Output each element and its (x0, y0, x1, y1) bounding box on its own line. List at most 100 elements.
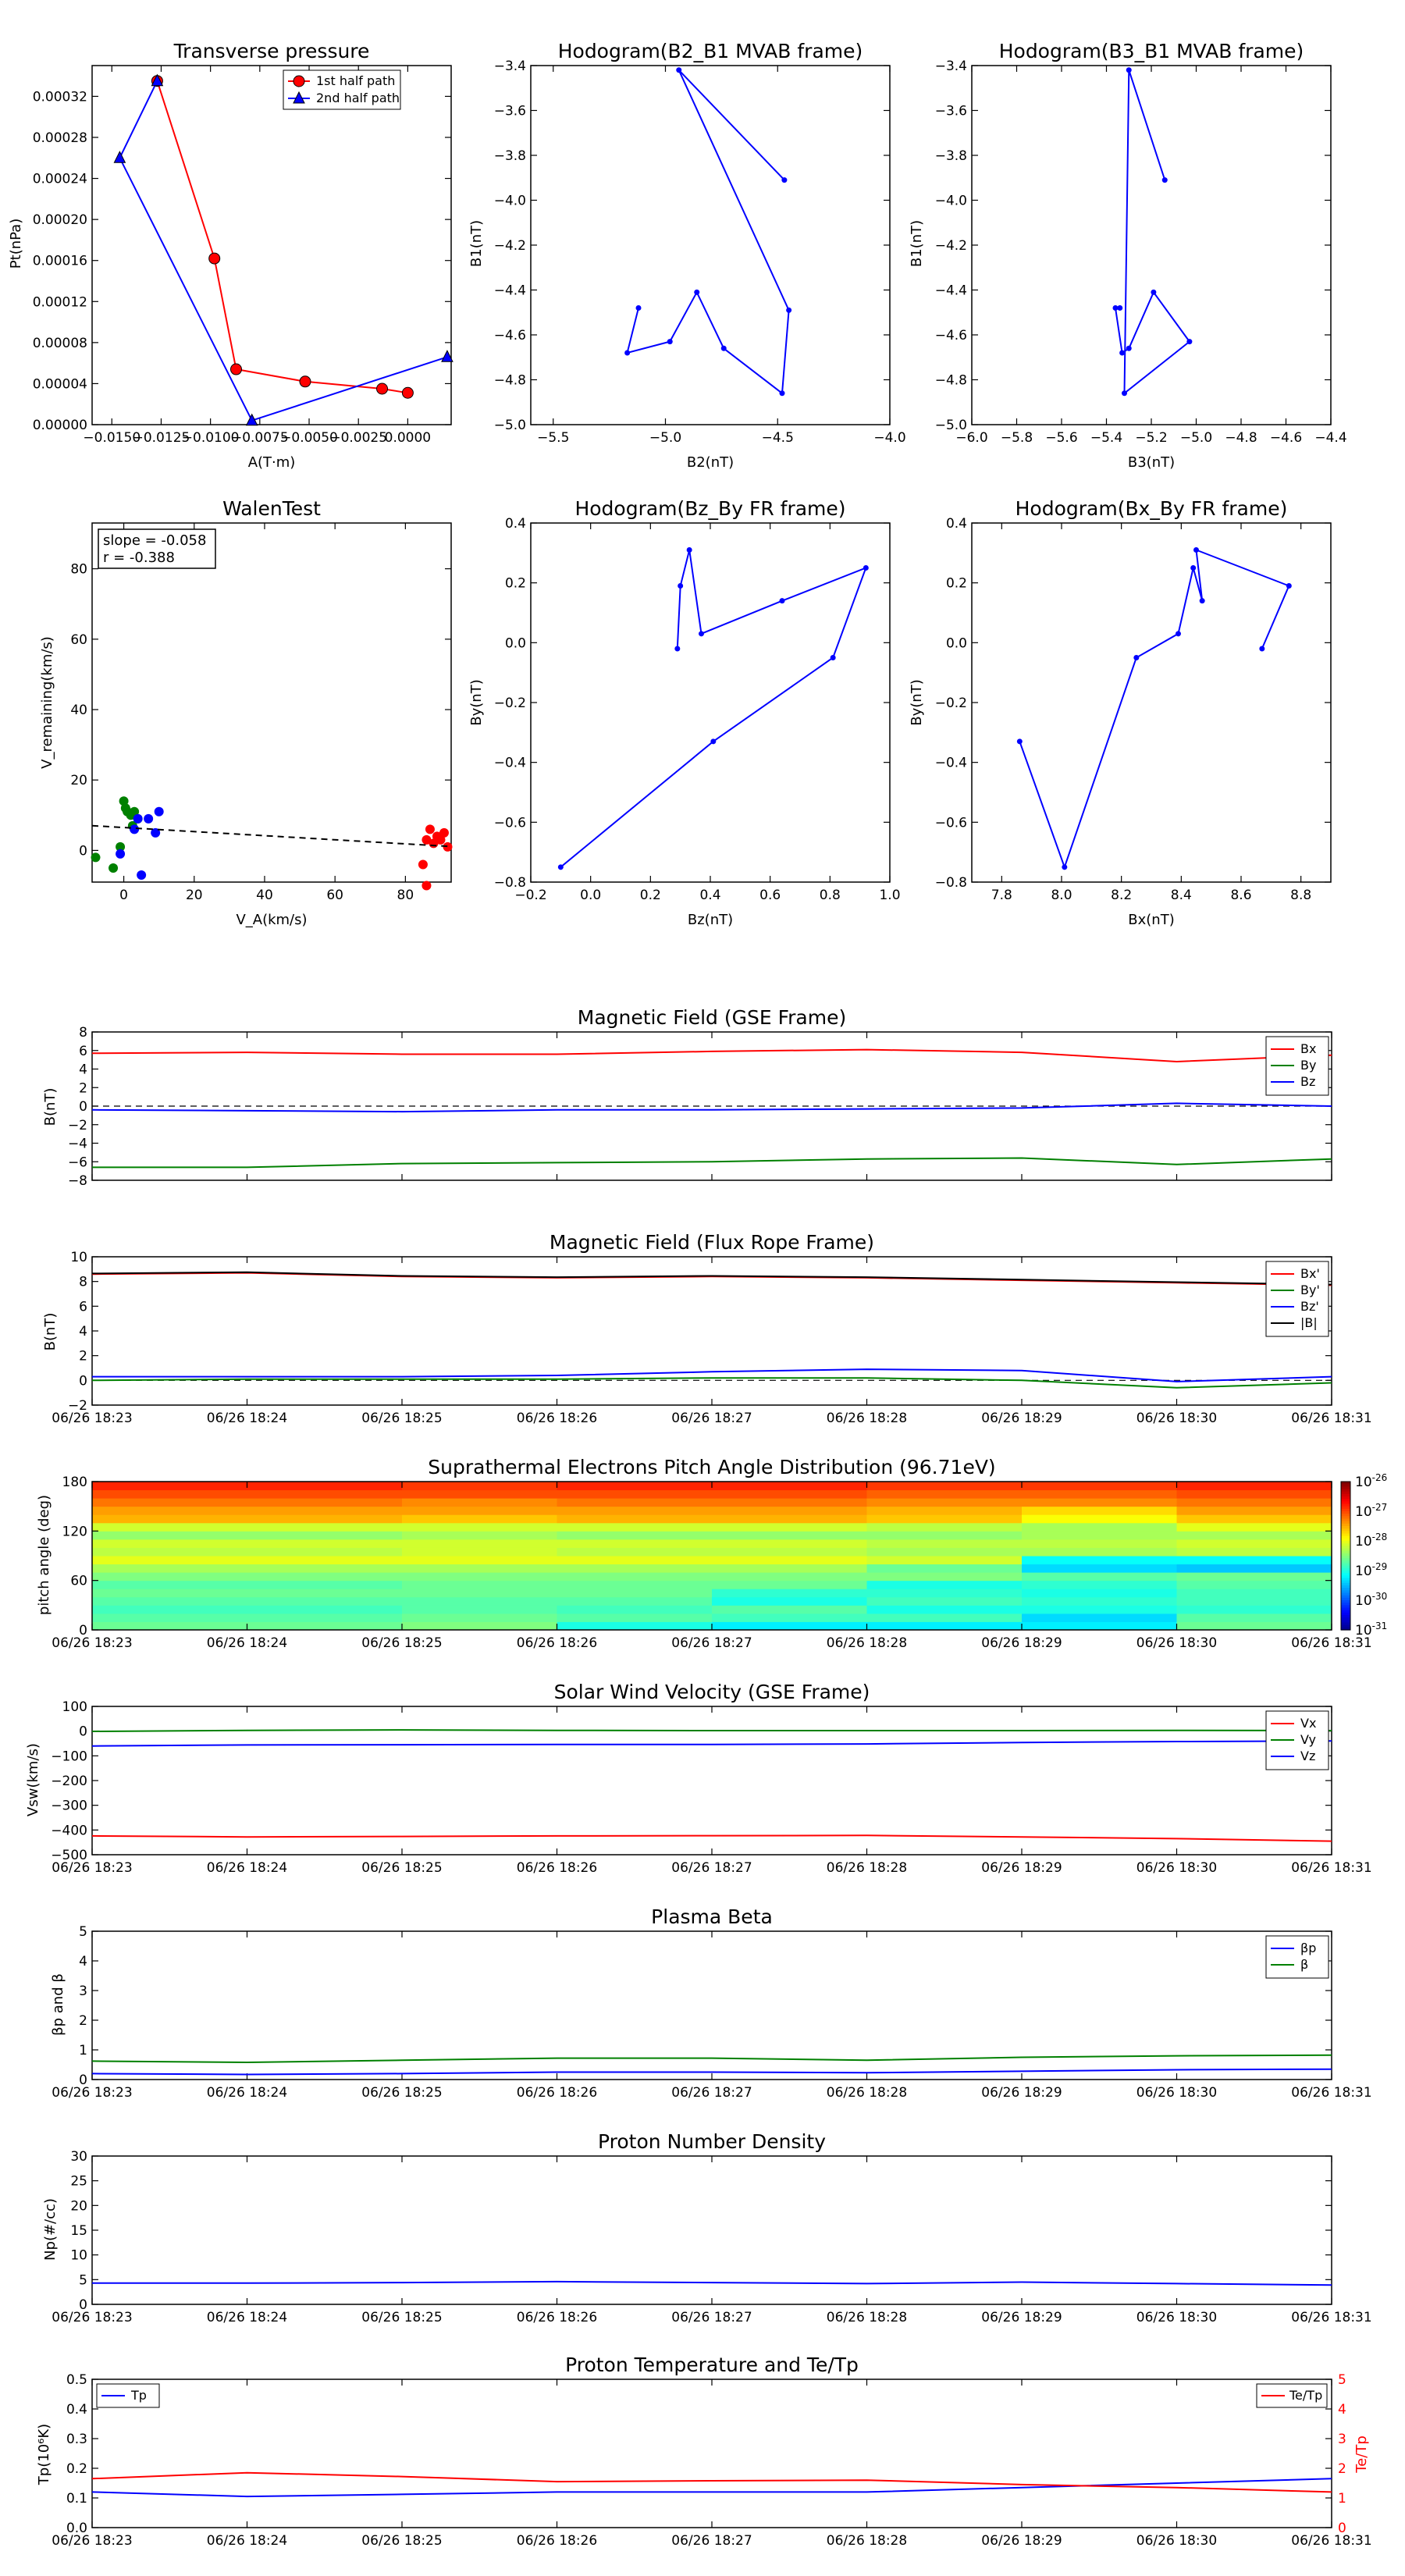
title-bgse: Magnetic Field (GSE Frame) (578, 1006, 846, 1029)
colorbar-segment (1341, 1496, 1350, 1500)
time-tick-label: 06/26 18:31 (1291, 1860, 1371, 1876)
xtick-label: 0.2 (640, 888, 661, 903)
legend-label: β (1300, 1957, 1308, 1972)
colorbar-tick-label: 10-29 (1355, 1561, 1387, 1579)
heat-cell-3-14 (557, 1506, 713, 1515)
colorbar-segment (1341, 1541, 1350, 1544)
ytick-label: 8 (79, 1025, 87, 1041)
heat-cell-6-11 (1022, 1531, 1177, 1540)
heat-cell-3-5 (557, 1580, 713, 1589)
time-tick-label: 06/26 18:24 (207, 1411, 287, 1426)
ytick-label: 8 (79, 1275, 87, 1290)
data-point-0-5 (1176, 631, 1181, 637)
ytick-label: 6 (79, 1044, 87, 1059)
heat-cell-7-2 (1176, 1605, 1332, 1614)
heat-cell-7-15 (1176, 1498, 1332, 1507)
heat-cell-3-15 (557, 1498, 713, 1507)
axes-frame (971, 65, 1332, 425)
time-tick-label: 06/26 18:31 (1291, 1635, 1371, 1651)
time-tick-label: 06/26 18:25 (361, 1411, 442, 1426)
plot-transverse: 0.00000 0.00004 0.00008 0.00012 0.00016 0.000… (33, 65, 454, 446)
heat-cell-7-14 (1176, 1506, 1332, 1515)
xtick-label: 7.8 (991, 888, 1012, 903)
panel-transverse: Transverse pressure A(T·m) Pt(nPa) (8, 40, 369, 471)
series-line-0 (91, 1272, 1332, 1286)
scatter-point-2-6 (418, 859, 428, 870)
ytick-label: 20 (70, 2198, 87, 2214)
heat-cell-4-1 (712, 1613, 867, 1622)
axes-frame (91, 65, 452, 425)
heat-cell-2-3 (402, 1596, 557, 1606)
xtick-label: −4.6 (1270, 430, 1302, 446)
heat-cell-1-13 (247, 1514, 403, 1524)
time-tick-label: 06/26 18:26 (517, 1411, 597, 1426)
legend-box (283, 69, 401, 110)
heat-cell-7-6 (1176, 1572, 1332, 1582)
heat-cell-6-7 (1022, 1564, 1177, 1573)
xtick-label: −5.6 (1045, 430, 1077, 446)
ytick-label: −3.4 (935, 59, 967, 74)
xtick-label: −5.4 (1090, 430, 1122, 446)
axes-frame (530, 522, 891, 883)
xtick-label: 0.6 (759, 888, 781, 903)
heat-cell-2-5 (402, 1580, 557, 1589)
ytick-label: 25 (70, 2174, 87, 2190)
ytick-label: −4.6 (494, 328, 526, 343)
series-line-0 (91, 1048, 1332, 1063)
heat-cell-5-5 (866, 1580, 1023, 1589)
data-point-0-7 (1112, 305, 1119, 311)
plot-bfr: −2 0 2 4 6 8 10 06/26 18:23 06/26 18:24 06/26 18:… (52, 1250, 1371, 1426)
ytick-label: −200 (51, 1774, 87, 1789)
ytick-label: −2 (68, 1398, 87, 1414)
colorbar-segment (1341, 1526, 1350, 1529)
ytick-label: 0.00032 (33, 89, 87, 105)
time-tick-label: 06/26 18:24 (207, 2310, 287, 2325)
scatter-point-0-7 (120, 803, 130, 813)
ytick-label: 60 (70, 632, 87, 648)
heat-cell-6-8 (1022, 1556, 1177, 1565)
ylabel-beta: βp and β (50, 1973, 66, 2036)
legend-label: Vz (1300, 1749, 1315, 1763)
panel-np: Proton Number Density Np(#/cc) (42, 2130, 826, 2261)
colorbar-segment (1341, 1531, 1350, 1535)
series-line-2 (91, 1740, 1332, 1747)
heat-cell-4-7 (712, 1564, 867, 1573)
legend-label: Bz (1300, 1074, 1315, 1089)
time-tick-label: 06/26 18:29 (981, 2310, 1062, 2325)
heat-cell-1-14 (247, 1506, 403, 1515)
colorbar-segment (1341, 1620, 1350, 1624)
colorbar-segment (1341, 1523, 1350, 1527)
data-point-0-3 (779, 390, 785, 397)
ylabel-hodo-b2b1: B1(nT) (468, 220, 485, 267)
heat-cell-1-5 (247, 1580, 403, 1589)
legend-label: |B| (1300, 1315, 1318, 1330)
heat-cell-4-3 (712, 1596, 867, 1606)
scatter-point-0-5 (130, 806, 140, 817)
scatter-point-2-7 (422, 881, 432, 891)
heat-cell-3-1 (557, 1613, 713, 1622)
heat-cell-4-11 (712, 1531, 867, 1540)
scatter-point-1-1 (137, 870, 147, 880)
time-tick-label: 06/26 18:26 (517, 2533, 597, 2549)
heat-cell-6-15 (1022, 1498, 1177, 1507)
ytick-label: 0 (79, 1623, 87, 1638)
xtick-label: −5.0 (1180, 430, 1212, 446)
ytick-label: −4 (68, 1137, 87, 1152)
ytick-label: 0.4 (505, 516, 526, 532)
data-point-0-5 (1126, 345, 1132, 351)
heat-cell-0-9 (92, 1547, 247, 1557)
heat-cell-0-4 (92, 1589, 247, 1598)
heat-cell-7-9 (1176, 1547, 1332, 1557)
time-tick-label: 06/26 18:30 (1136, 2533, 1217, 2549)
panel-tp: Proton Temperature and Te/Tp Tp(10⁶K) Te… (36, 2354, 1370, 2485)
plot-hodo_b2b1: −5.0 −4.8 −4.6 −4.4 −4.2 −4.0 −3.8 −3.6 −3.4 −5.5… (494, 59, 906, 446)
colorbar-segment (1341, 1607, 1350, 1611)
ytick-label: −4.8 (935, 373, 967, 389)
title-hodo-bxby: Hodogram(Bx_By FR frame) (1016, 497, 1288, 520)
colorbar-segment (1341, 1501, 1350, 1505)
data-point-0-1 (678, 583, 684, 589)
y2tick-label: 3 (1338, 2432, 1346, 2447)
time-tick-label: 06/26 18:31 (1291, 2533, 1371, 2549)
